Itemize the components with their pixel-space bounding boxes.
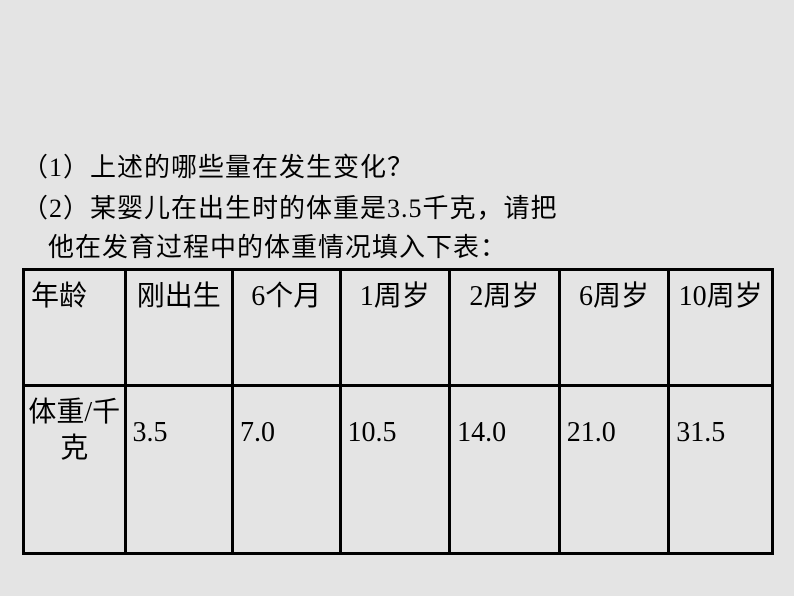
data-table-container: 年龄 刚出生 6个月 1周岁 2周岁 6周岁 10周岁 体重/千克 3.5 7.…: [22, 268, 774, 555]
value-birth: 3.5: [125, 386, 233, 554]
question-2-line2: 他在发育过程中的体重情况填入下表：: [48, 228, 772, 267]
value-10years: 31.5: [669, 386, 773, 554]
header-2years: 2周岁: [450, 270, 560, 386]
row-label-weight: 体重/千克: [24, 386, 126, 554]
header-6months: 6个月: [233, 270, 341, 386]
table-data-row: 体重/千克 3.5 7.0 10.5 14.0 21.0 31.5: [24, 386, 773, 554]
value-1year: 10.5: [340, 386, 450, 554]
question-2-line1: （2）某婴儿在出生时的体重是3.5千克，请把: [22, 189, 772, 228]
questions-block: （1）上述的哪些量在发生变化？ （2）某婴儿在出生时的体重是3.5千克，请把 他…: [22, 148, 772, 267]
value-6years: 21.0: [559, 386, 669, 554]
value-2years: 14.0: [450, 386, 560, 554]
header-1year: 1周岁: [340, 270, 450, 386]
header-age: 年龄: [24, 270, 126, 386]
weight-table: 年龄 刚出生 6个月 1周岁 2周岁 6周岁 10周岁 体重/千克 3.5 7.…: [22, 268, 774, 555]
header-10years: 10周岁: [669, 270, 773, 386]
value-6months: 7.0: [233, 386, 341, 554]
table-header-row: 年龄 刚出生 6个月 1周岁 2周岁 6周岁 10周岁: [24, 270, 773, 386]
header-6years: 6周岁: [559, 270, 669, 386]
header-birth: 刚出生: [125, 270, 233, 386]
question-1: （1）上述的哪些量在发生变化？: [22, 148, 772, 187]
